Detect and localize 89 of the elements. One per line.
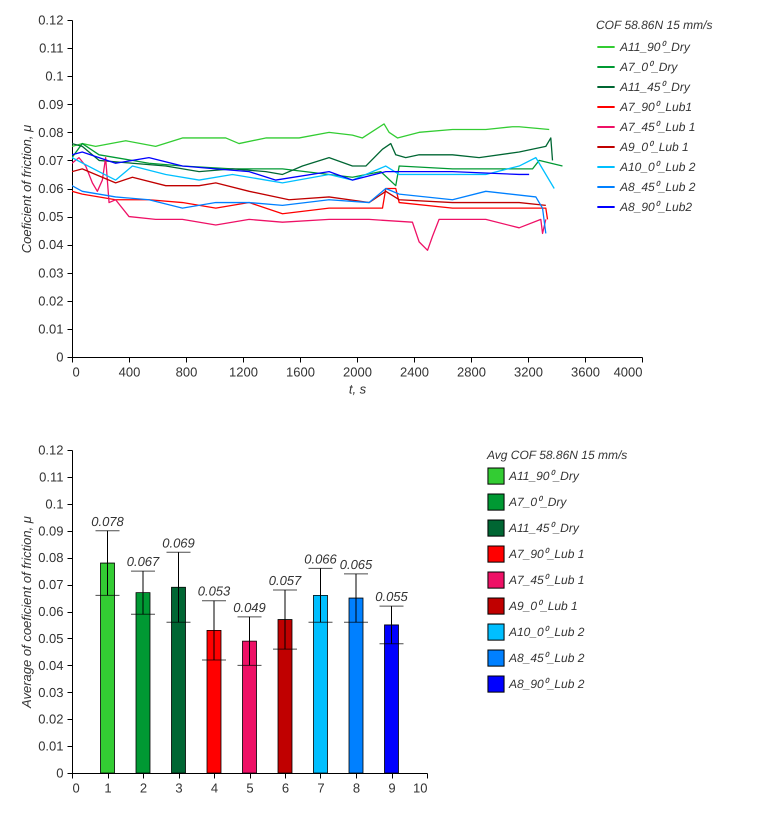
y-tick-label: 0.06 — [38, 604, 64, 619]
data-label: 0.049 — [233, 600, 266, 615]
y-tick-label: 0.11 — [39, 40, 64, 56]
y-tick-label: 0.04 — [38, 658, 64, 673]
legend-title: COF 58.86N 15 mm/s — [596, 18, 712, 32]
line-series — [72, 151, 530, 181]
line-series — [72, 156, 555, 190]
x-tick-label: 0 — [72, 780, 80, 796]
y-tick-label: 0.08 — [38, 550, 64, 566]
y-tick-label: 0.12 — [38, 442, 64, 458]
data-label: 0.078 — [91, 514, 125, 529]
legend-title: Avg COF 58.86N 15 mm/s — [486, 448, 628, 462]
x-tick-label: 10 — [413, 780, 428, 796]
y-tick-label: 0.09 — [38, 96, 64, 112]
x-axis-title: t, s — [348, 382, 367, 396]
legend-label: A7_45⁰_Lub 1 — [619, 120, 696, 134]
y-tick-label: 0.02 — [38, 293, 64, 308]
legend-label: A7_0⁰_Dry — [619, 60, 678, 74]
data-label: 0.067 — [126, 554, 160, 570]
line-series — [72, 142, 564, 186]
y-tick-label: 0.12 — [38, 12, 64, 28]
y-tick-label: 0.1 — [45, 68, 64, 84]
y-tick-label: 0.01 — [38, 738, 64, 754]
legend-label: A7_90⁰_Lub 1 — [508, 547, 584, 561]
x-tick-label: 5 — [246, 780, 254, 796]
legend-label: A9_0⁰_Lub 1 — [508, 599, 578, 613]
data-label: 0.066 — [304, 551, 338, 566]
x-tick-label: 1200 — [229, 364, 258, 380]
y-tick-label: 0.05 — [38, 209, 64, 224]
x-tick-label: 6 — [282, 780, 290, 796]
x-tick-label: 9 — [388, 780, 396, 796]
x-tick-label: 4000 — [614, 364, 642, 380]
data-label: 0.069 — [162, 535, 195, 550]
y-tick-label: 0 — [56, 766, 64, 780]
legend-label: A7_0⁰_Dry — [508, 495, 568, 509]
legend-label: A8_45⁰_Lub 2 — [508, 651, 585, 665]
legend-label: A11_45⁰_Dry — [508, 521, 580, 535]
legend-label: A8_90⁰_Lub2 — [619, 200, 692, 214]
x-tick-label: 3600 — [571, 364, 600, 380]
x-tick-label: 8 — [352, 780, 360, 796]
y-tick-label: 0.01 — [38, 321, 64, 336]
data-label: 0.053 — [198, 584, 232, 599]
x-tick-label: 2000 — [343, 364, 372, 380]
legend-label: A11_90⁰_Dry — [508, 469, 580, 483]
x-tick-label: 3200 — [514, 364, 543, 380]
y-tick-label: 0 — [56, 350, 64, 364]
legend-label: A11_45⁰_Dry — [619, 80, 691, 94]
y-axis-title: Average of coeficient of friction, μ — [19, 516, 34, 709]
x-tick-label: 1 — [104, 780, 112, 796]
y-tick-label: 0.06 — [38, 181, 64, 196]
y-tick-label: 0.08 — [38, 124, 64, 140]
x-tick-label: 2 — [140, 780, 148, 796]
y-tick-label: 0.1 — [45, 496, 64, 512]
line-series — [72, 185, 546, 234]
x-tick-label: 0 — [72, 364, 80, 380]
line-series — [72, 156, 546, 251]
line-series — [72, 137, 554, 176]
line-series — [72, 188, 548, 220]
x-tick-label: 2800 — [457, 364, 486, 380]
x-tick-label: 800 — [176, 364, 198, 380]
x-tick-label: 3 — [175, 780, 183, 796]
x-tick-label: 2400 — [400, 364, 429, 380]
y-tick-label: 0.05 — [38, 630, 64, 646]
x-tick-label: 7 — [317, 780, 325, 796]
data-label: 0.057 — [268, 572, 302, 588]
legend-label: A10_0⁰_Lub 2 — [619, 160, 696, 174]
legend-label: A10_0⁰_Lub 2 — [508, 625, 585, 639]
y-tick-label: 0.03 — [38, 265, 64, 280]
legend-label: A9_0⁰_Lub 1 — [619, 140, 689, 154]
y-axis-title: Coeficient of friction, μ — [19, 124, 34, 254]
y-tick-label: 0.07 — [38, 152, 64, 168]
x-tick-label: 400 — [118, 364, 140, 380]
legend-label: A7_90⁰_Lub1 — [619, 100, 692, 114]
y-tick-label: 0.02 — [38, 712, 64, 727]
x-tick-label: 4 — [210, 780, 218, 796]
y-tick-label: 0.11 — [39, 469, 64, 484]
x-tick-label: 1600 — [286, 364, 315, 380]
y-tick-label: 0.04 — [38, 237, 64, 252]
line-series — [72, 168, 546, 206]
legend-label: A8_90⁰_Lub 2 — [508, 677, 585, 691]
y-tick-label: 0.09 — [38, 523, 64, 538]
line-series — [72, 123, 550, 148]
legend-label: A8_45⁰_Lub 2 — [619, 180, 696, 194]
legend-label: A7_45⁰_Lub 1 — [508, 573, 584, 587]
data-label: 0.055 — [375, 589, 409, 604]
y-tick-label: 0.03 — [38, 684, 64, 700]
legend-label: A11_90⁰_Dry — [619, 40, 691, 54]
data-label: 0.065 — [340, 556, 374, 572]
y-tick-label: 0.07 — [38, 577, 64, 592]
